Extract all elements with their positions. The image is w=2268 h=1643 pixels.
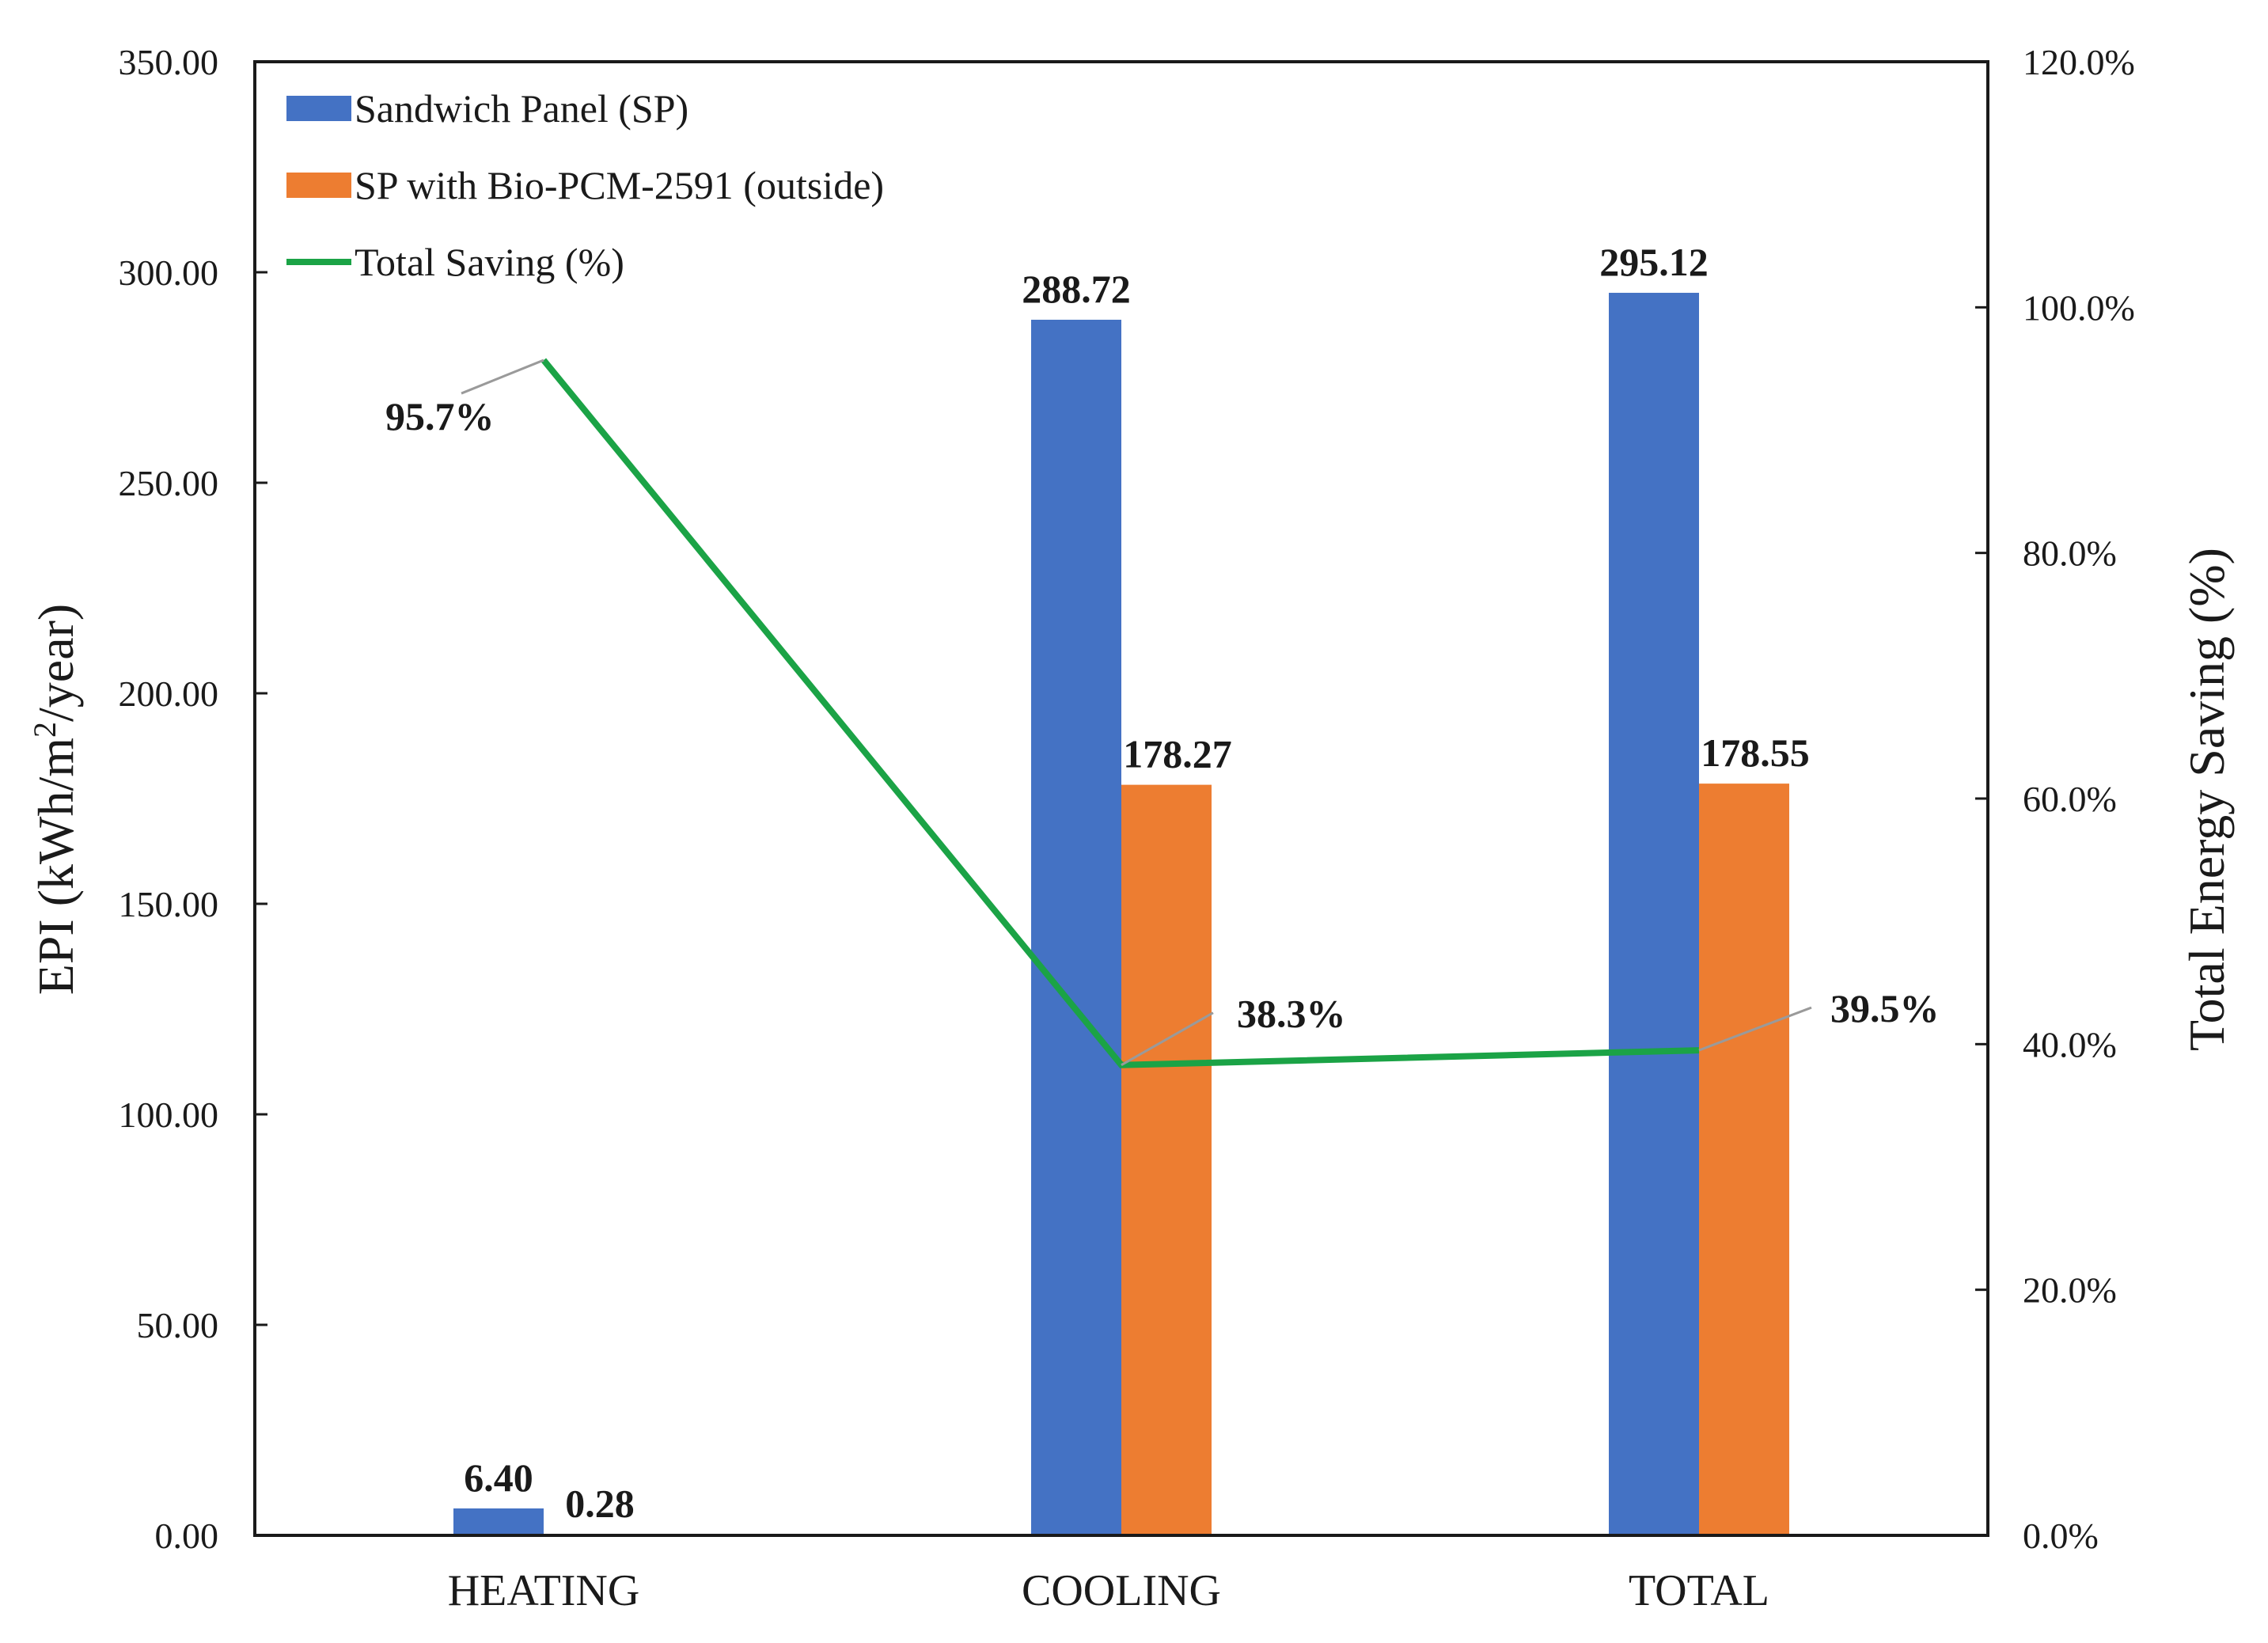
left-axis-title: EPI (kWh/m2/year): [27, 604, 85, 996]
left-axis-tick-label: 250.00: [119, 463, 219, 503]
legend-swatch: [286, 96, 351, 121]
line-data-label-leader: [1698, 1006, 1812, 1052]
bar: [453, 1508, 544, 1535]
category-label: TOTAL: [1629, 1566, 1769, 1615]
left-axis-title-part-1: EPI (kWh/m: [28, 738, 84, 995]
bar: [1699, 784, 1789, 1535]
right-axis-tick-label: 100.0%: [2023, 287, 2135, 328]
left-axis-tick-label: 150.00: [119, 884, 219, 924]
bar-data-label: 0.28: [565, 1482, 635, 1526]
bars-layer: [453, 292, 1789, 1535]
bar: [1609, 292, 1699, 1535]
left-axis-tick-label: 100.00: [119, 1095, 219, 1135]
right-axis-tick-label: 60.0%: [2023, 779, 2117, 819]
line-data-label-leader: [461, 359, 544, 395]
category-label: HEATING: [448, 1566, 640, 1615]
line-data-label: 39.5%: [1830, 986, 1940, 1030]
left-axis-title-part-2: /year): [28, 604, 84, 722]
line-data-label-leader: [1121, 1011, 1214, 1067]
left-axis-title-superscript: 2: [27, 722, 63, 738]
bar-data-label: 288.72: [1022, 267, 1131, 311]
legend-label: Sandwich Panel (SP): [355, 86, 688, 131]
category-label: COOLING: [1022, 1566, 1221, 1615]
bar-data-label: 178.27: [1123, 732, 1232, 776]
left-axis-tick-label: 300.00: [119, 252, 219, 293]
right-axis-tick-label: 80.0%: [2023, 533, 2117, 574]
bar: [1031, 320, 1121, 1535]
labels-layer: 6.40 288.72 295.12 0.28 178.27 178.55 95.7% 38.…: [385, 240, 1940, 1526]
right-axis-title: Total Energy Saving (%): [2179, 548, 2235, 1051]
legend-label: Total Saving (%): [355, 240, 624, 284]
left-axis-tick-label: 200.00: [119, 674, 219, 714]
left-axis-tick-label: 0.00: [155, 1516, 219, 1556]
bar-data-label: 178.55: [1701, 730, 1810, 775]
line-data-label: 95.7%: [385, 394, 495, 438]
legend-swatch: [286, 173, 351, 198]
right-axis-tick-label: 0.0%: [2023, 1516, 2099, 1556]
bar: [1121, 784, 1212, 1535]
bar-data-label: 6.40: [464, 1455, 533, 1500]
right-axis-tick-label: 40.0%: [2023, 1024, 2117, 1064]
legend: Sandwich Panel (SP) SP with Bio-PCM-2591 …: [286, 86, 884, 284]
right-axis-tick-label: 20.0%: [2023, 1270, 2117, 1311]
right-axis-tick-label: 120.0%: [2023, 42, 2135, 82]
left-axis-tick-label: 50.00: [137, 1305, 219, 1345]
legend-label: SP with Bio-PCM-2591 (outside): [355, 163, 884, 207]
ticks-layer: 0.00 50.00 100.00 150.00 200.00 250.00 300.00 3…: [119, 42, 2135, 1615]
left-axis-tick-label: 350.00: [119, 42, 219, 82]
line-data-label: 38.3%: [1237, 992, 1346, 1036]
bar-data-label: 295.12: [1599, 240, 1709, 284]
